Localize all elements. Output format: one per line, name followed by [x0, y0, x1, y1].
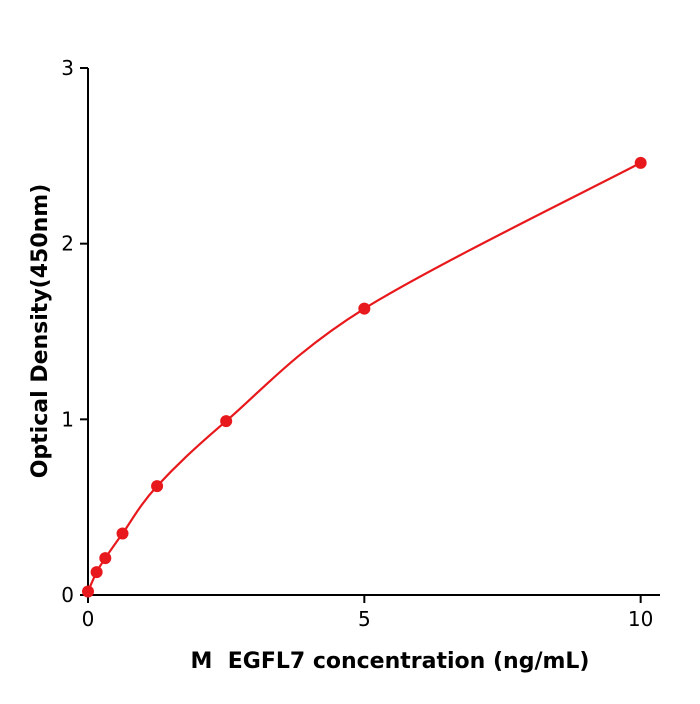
data-point	[99, 552, 112, 565]
y-tick-label: 3	[61, 56, 74, 80]
data-point	[82, 585, 94, 598]
standard-curve-line	[86, 161, 642, 592]
data-point	[634, 156, 647, 169]
data-point	[358, 302, 371, 315]
data-point	[151, 480, 164, 493]
x-tick-label: 10	[628, 607, 653, 631]
x-axis-label: M EGFL7 concentration (ng/mL)	[191, 649, 590, 674]
x-tick-label: 0	[82, 607, 95, 631]
data-point	[220, 415, 233, 428]
y-tick-label: 0	[61, 583, 74, 607]
y-tick-label: 2	[61, 232, 74, 256]
y-tick-label: 1	[61, 407, 74, 431]
data-point	[116, 527, 129, 540]
plot-area: 0 5 10 0 1 2 3	[61, 56, 660, 631]
data-point	[90, 566, 103, 579]
y-axis-label: Optical Density(450nm)	[28, 184, 53, 479]
x-tick-label: 5	[358, 607, 371, 631]
